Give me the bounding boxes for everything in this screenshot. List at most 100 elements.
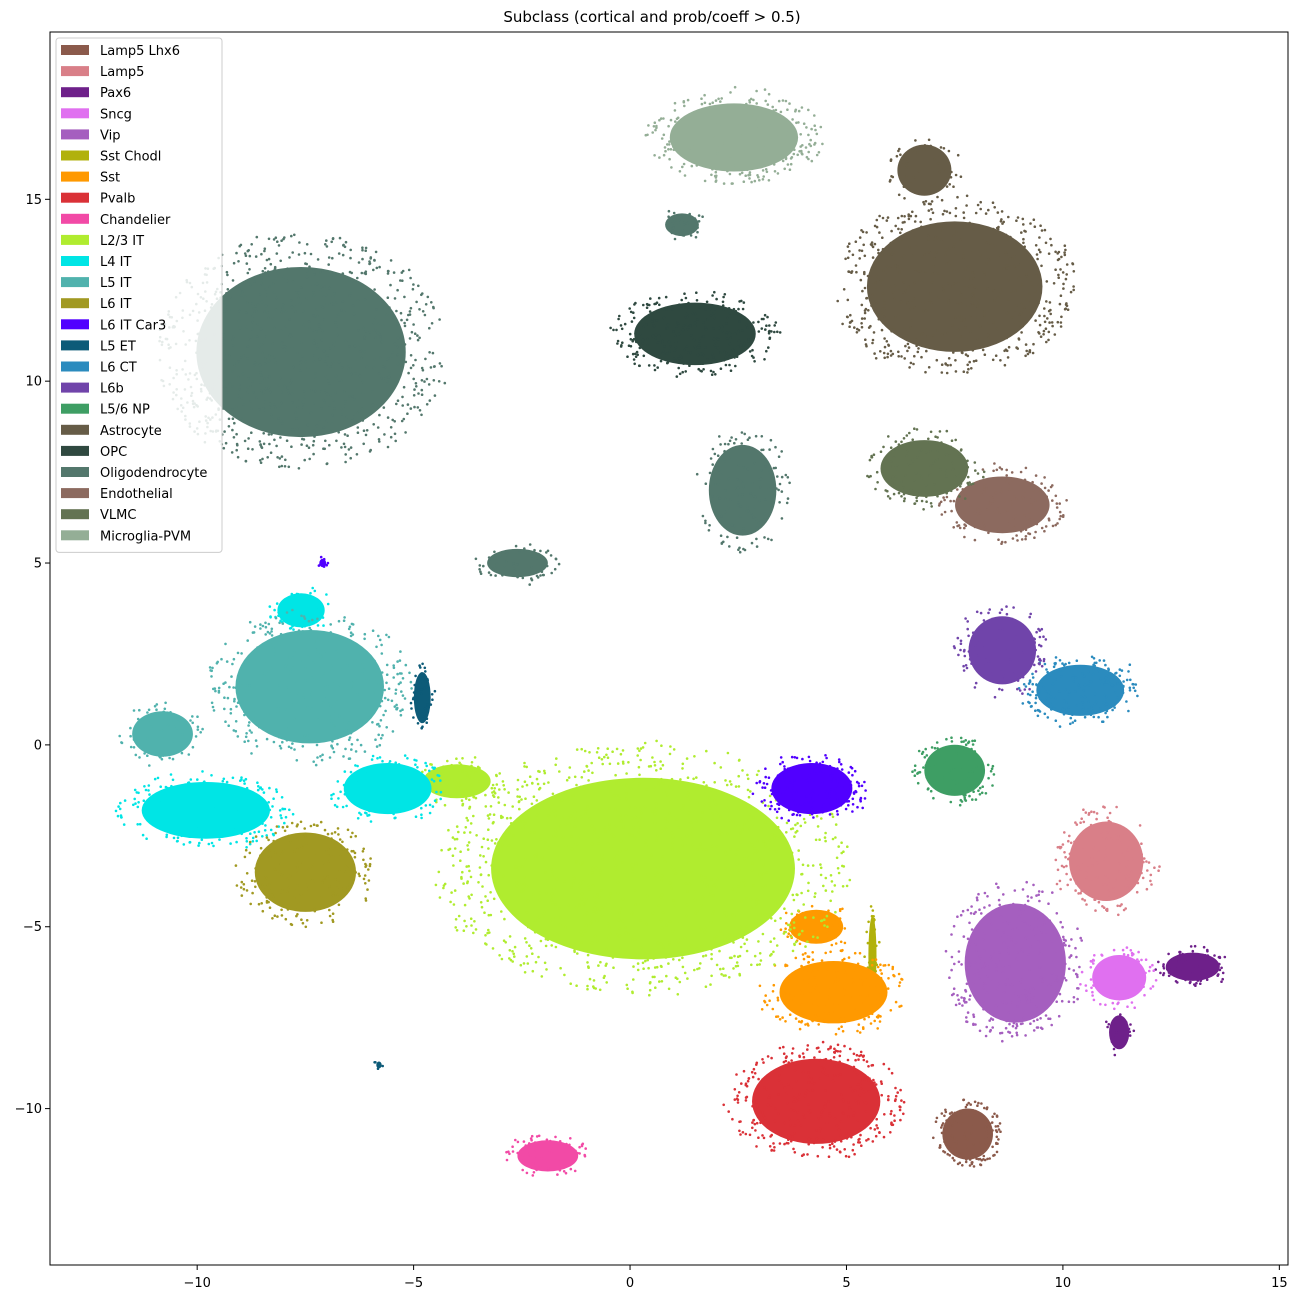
data-point bbox=[666, 953, 669, 956]
data-point bbox=[972, 655, 976, 659]
data-point bbox=[1007, 215, 1010, 219]
data-point bbox=[625, 983, 629, 987]
data-point bbox=[472, 931, 475, 935]
data-point bbox=[999, 936, 1003, 939]
data-point bbox=[1069, 290, 1073, 294]
data-point bbox=[970, 747, 973, 751]
data-point bbox=[791, 827, 795, 830]
data-point bbox=[361, 671, 365, 675]
data-point bbox=[753, 954, 757, 958]
data-point bbox=[167, 717, 170, 720]
data-point bbox=[810, 986, 814, 989]
data-point bbox=[1108, 831, 1112, 835]
data-point bbox=[734, 853, 738, 856]
data-point bbox=[1122, 685, 1125, 689]
data-point bbox=[1105, 680, 1108, 684]
data-point bbox=[361, 782, 364, 786]
data-point bbox=[763, 913, 767, 916]
data-point bbox=[439, 790, 443, 794]
data-point bbox=[559, 1158, 562, 1161]
data-point bbox=[284, 665, 287, 668]
data-point bbox=[596, 907, 599, 911]
data-point bbox=[227, 724, 230, 727]
data-point bbox=[963, 779, 966, 782]
data-point bbox=[1036, 1018, 1039, 1021]
data-point bbox=[1084, 984, 1088, 987]
data-point bbox=[1191, 972, 1194, 975]
data-point bbox=[1039, 250, 1042, 254]
data-point bbox=[1080, 889, 1083, 893]
data-point bbox=[1146, 869, 1149, 872]
data-point bbox=[755, 1121, 759, 1125]
data-point bbox=[598, 907, 602, 911]
data-point bbox=[342, 848, 345, 852]
data-point bbox=[289, 670, 292, 673]
data-point bbox=[603, 755, 606, 759]
data-point bbox=[833, 1002, 837, 1006]
data-point bbox=[368, 688, 371, 691]
data-point bbox=[968, 1164, 972, 1167]
data-point bbox=[1008, 660, 1012, 664]
data-point bbox=[234, 686, 238, 689]
data-point bbox=[678, 958, 681, 962]
data-point bbox=[1068, 852, 1072, 856]
data-point bbox=[597, 896, 601, 899]
data-point bbox=[967, 964, 971, 968]
data-point bbox=[984, 1136, 988, 1140]
data-point bbox=[278, 744, 282, 748]
data-point bbox=[798, 942, 802, 946]
data-point bbox=[828, 792, 831, 795]
data-point bbox=[1201, 967, 1204, 970]
data-point bbox=[861, 1078, 864, 1082]
data-point bbox=[993, 1112, 996, 1116]
data-point bbox=[757, 769, 760, 773]
data-point bbox=[1136, 881, 1140, 885]
data-point bbox=[1169, 966, 1173, 969]
data-point bbox=[549, 919, 552, 923]
data-point bbox=[827, 909, 830, 912]
data-point bbox=[248, 684, 251, 687]
data-point bbox=[356, 693, 359, 696]
series-lamp5-lhx6 bbox=[932, 1098, 1002, 1168]
data-point bbox=[636, 747, 640, 750]
data-point bbox=[1038, 629, 1042, 632]
data-point bbox=[890, 1123, 894, 1127]
data-point bbox=[803, 821, 807, 824]
data-point bbox=[656, 941, 660, 945]
data-point bbox=[350, 743, 354, 746]
data-point bbox=[966, 937, 970, 941]
data-point bbox=[700, 880, 704, 883]
data-point bbox=[774, 1107, 777, 1110]
data-point bbox=[578, 1145, 581, 1149]
data-point bbox=[1128, 686, 1132, 690]
data-point bbox=[357, 667, 360, 671]
data-point bbox=[307, 867, 311, 871]
data-point bbox=[1076, 865, 1080, 868]
data-point bbox=[810, 1076, 813, 1080]
data-point bbox=[950, 955, 954, 959]
data-point bbox=[410, 707, 413, 710]
data-point bbox=[638, 782, 641, 785]
data-point bbox=[1117, 991, 1120, 994]
data-point bbox=[644, 959, 647, 963]
data-point bbox=[240, 880, 244, 884]
data-point bbox=[860, 229, 863, 232]
data-point bbox=[423, 686, 426, 690]
data-point bbox=[773, 963, 776, 966]
data-point bbox=[858, 1031, 862, 1034]
data-point bbox=[998, 611, 1002, 615]
data-point bbox=[600, 914, 604, 917]
data-point bbox=[248, 851, 252, 855]
data-point bbox=[323, 879, 327, 883]
data-point bbox=[894, 1086, 897, 1090]
data-point bbox=[753, 1072, 757, 1075]
data-point bbox=[277, 611, 280, 614]
data-point bbox=[336, 886, 339, 889]
data-point bbox=[1026, 692, 1030, 696]
data-point bbox=[170, 720, 173, 724]
data-point bbox=[304, 666, 307, 670]
data-point bbox=[660, 926, 664, 930]
data-point bbox=[535, 777, 539, 781]
data-point bbox=[1032, 1029, 1036, 1032]
data-point bbox=[545, 968, 548, 971]
